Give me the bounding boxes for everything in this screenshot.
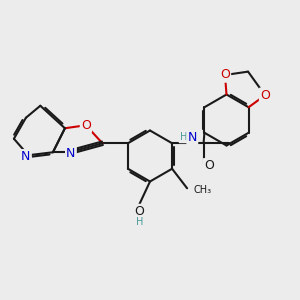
Text: H: H — [136, 217, 143, 227]
Text: O: O — [204, 159, 214, 172]
Text: O: O — [135, 205, 144, 218]
Text: CH₃: CH₃ — [194, 185, 212, 195]
Text: O: O — [81, 119, 91, 132]
Text: O: O — [220, 68, 230, 82]
Text: H: H — [180, 132, 187, 142]
Text: N: N — [66, 147, 76, 160]
Text: O: O — [260, 89, 270, 102]
Text: N: N — [188, 131, 197, 144]
Text: N: N — [21, 150, 31, 163]
